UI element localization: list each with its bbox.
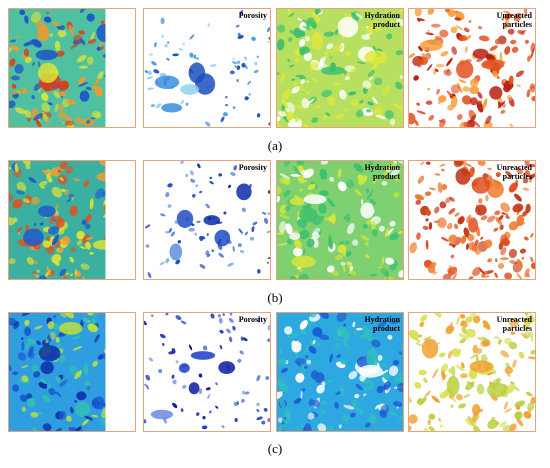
panel-label: Hydration product — [364, 163, 400, 181]
panel-label: Hydration product — [364, 315, 400, 333]
micrograph-panel-unreacted: Unreacted particles — [408, 312, 536, 432]
micrograph-panel-hydration: Hydration product — [276, 8, 404, 128]
panel-label: Unreacted particles — [496, 315, 532, 333]
micrograph-image — [409, 9, 535, 127]
micrograph-image — [277, 9, 403, 127]
row-caption: (b) — [267, 290, 283, 305]
micrograph-panel-porosity: Porosity — [143, 312, 271, 432]
panel-label: Unreacted particles — [496, 11, 532, 29]
micrograph-image — [144, 313, 270, 431]
micrograph-panel-hydration: Hydration product — [276, 160, 404, 280]
figure-row: Porosity Hydration product Unreacted parti… — [8, 8, 544, 128]
micrograph-image — [144, 161, 270, 279]
micrograph-panel-composite — [8, 160, 136, 280]
micrograph-image — [277, 313, 403, 431]
panel-label: Porosity — [238, 315, 267, 324]
micrograph-panel-hydration: Hydration product — [276, 312, 404, 432]
micrograph-image — [9, 161, 135, 279]
micrograph-panel-composite — [8, 312, 136, 432]
figure-row: Porosity Hydration product Unreacted parti… — [8, 312, 544, 432]
micrograph-image — [9, 313, 135, 431]
panel-label: Unreacted particles — [496, 163, 532, 181]
micrograph-image — [277, 161, 403, 279]
figure-row: Porosity Hydration product Unreacted parti… — [8, 160, 544, 280]
panel-label: Hydration product — [364, 11, 400, 29]
micrograph-panel-porosity: Porosity — [143, 8, 271, 128]
panel-label: Porosity — [238, 163, 267, 172]
micrograph-panel-unreacted: Unreacted particles — [408, 160, 536, 280]
micrograph-image — [409, 313, 535, 431]
micrograph-panel-composite — [8, 8, 136, 128]
panel-label: Porosity — [238, 11, 267, 20]
micrograph-image — [9, 9, 135, 127]
micrograph-panel-unreacted: Unreacted particles — [408, 8, 536, 128]
row-caption: (c) — [267, 441, 283, 456]
row-caption: (a) — [267, 138, 283, 153]
micrograph-panel-porosity: Porosity — [143, 160, 271, 280]
micrograph-image — [144, 9, 270, 127]
micrograph-image — [409, 161, 535, 279]
